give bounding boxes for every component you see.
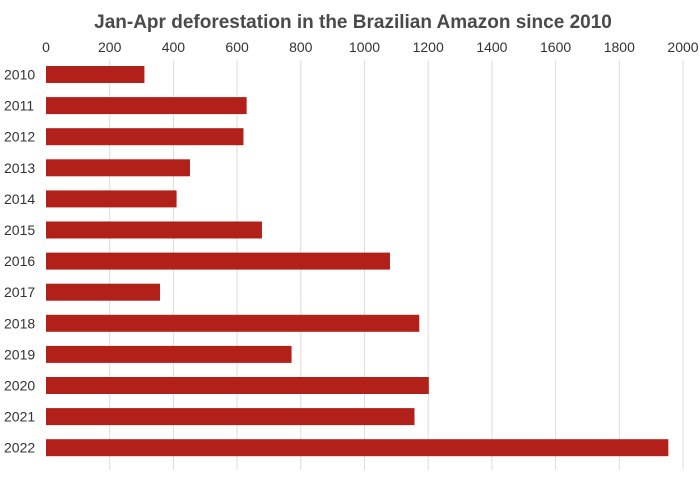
bar-2018 (46, 314, 420, 332)
category-label-2012: 2012 (4, 129, 35, 145)
x-tick-label: 0 (42, 39, 50, 55)
x-tick-label: 1200 (413, 39, 444, 55)
category-label-2016: 2016 (4, 253, 35, 269)
bar-2012 (46, 128, 244, 146)
category-label-2019: 2019 (4, 346, 35, 362)
bar-2017 (46, 283, 161, 301)
category-label-2013: 2013 (4, 160, 35, 176)
category-label-2011: 2011 (4, 98, 34, 114)
category-label-2018: 2018 (4, 315, 35, 331)
bar-2010 (46, 66, 145, 83)
x-tick-label: 1400 (476, 39, 507, 55)
category-label-2017: 2017 (4, 284, 35, 300)
x-tick-label: 1800 (604, 39, 635, 55)
bar-2021 (46, 408, 415, 426)
bar-2019 (46, 345, 292, 363)
bar-2020 (46, 377, 429, 394)
bar-2011 (46, 97, 247, 115)
x-tick-label: 400 (162, 39, 186, 55)
y-axis-categories: 2010 2011 2012 2013 2014 2015 2016 2017 2018 2019… (4, 67, 35, 456)
bars (46, 66, 669, 457)
chart-title: Jan-Apr deforestation in the Brazilian A… (94, 12, 612, 33)
category-label-2021: 2021 (4, 409, 35, 425)
x-tick-label: 800 (289, 39, 313, 55)
category-label-2020: 2020 (4, 378, 35, 394)
x-tick-label: 600 (225, 39, 249, 55)
bar-2016 (46, 252, 390, 270)
x-axis-ticks: 0 200 400 600 800 1000 1200 1400 1600 1800 2000 (42, 39, 699, 55)
x-tick-label: 1000 (349, 39, 380, 55)
bar-2014 (46, 190, 177, 208)
category-label-2010: 2010 (4, 67, 35, 83)
bar-2013 (46, 159, 190, 177)
category-label-2014: 2014 (4, 191, 35, 207)
x-tick-label: 200 (98, 39, 122, 55)
x-tick-label: 1600 (540, 39, 571, 55)
x-tick-label: 2000 (667, 39, 698, 55)
bar-2015 (46, 221, 262, 239)
category-label-2015: 2015 (4, 222, 35, 238)
bar-2022 (46, 439, 669, 457)
category-label-2022: 2022 (4, 440, 35, 456)
